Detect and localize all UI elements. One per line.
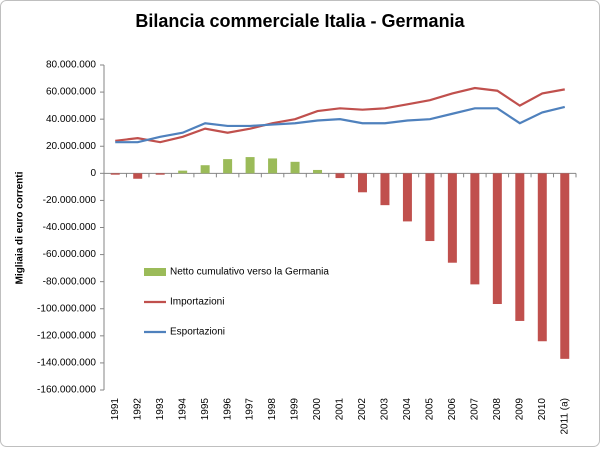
x-tick-label: 2001 (335, 398, 346, 421)
x-tick-label: 2008 (492, 398, 503, 421)
line (115, 105, 566, 144)
y-tick-label: -60.000.000 (43, 249, 97, 260)
x-tick-label: 1992 (132, 398, 143, 421)
bar (155, 173, 165, 175)
y-tick-label: -40.000.000 (43, 222, 97, 233)
x-tick-label: 2006 (447, 398, 458, 421)
bar (357, 173, 367, 193)
x-tick-label: 1991 (110, 398, 121, 421)
y-tick-label: -160.000.000 (37, 385, 96, 396)
legend-label: Esportazioni (170, 327, 225, 338)
bar (560, 173, 570, 359)
y-tick-label: 0 (90, 168, 96, 179)
bar (380, 173, 390, 206)
bar (425, 173, 435, 242)
x-tick-label: 1994 (177, 398, 188, 421)
x-tick-label: 1999 (290, 398, 301, 421)
y-tick-label: -140.000.000 (37, 358, 96, 369)
x-tick-label: 2002 (357, 398, 368, 421)
x-tick-label: 1997 (245, 398, 256, 421)
x-tick-label: 2003 (380, 398, 391, 421)
x-tick-label: 2000 (312, 398, 323, 421)
bar (268, 158, 278, 174)
bar (178, 170, 188, 174)
bar (313, 169, 323, 174)
legend-swatch (144, 268, 166, 276)
x-tick-label: 1996 (222, 398, 233, 421)
x-tick-label: 1993 (155, 398, 166, 421)
x-tick-label: 2009 (514, 398, 525, 421)
bar (133, 173, 143, 179)
y-tick-label: -80.000.000 (43, 276, 97, 287)
y-axis-label: Migliaia di euro correnti (15, 171, 26, 284)
x-tick-label: 1998 (267, 398, 278, 421)
bar (200, 165, 210, 174)
bar (223, 159, 233, 174)
bar (402, 173, 412, 222)
x-tick-label: 2005 (425, 398, 436, 421)
y-tick-label: 20.000.000 (46, 141, 96, 152)
bar (492, 173, 502, 305)
bar (245, 157, 255, 174)
bar (537, 173, 547, 342)
x-tick-label: 2010 (537, 398, 548, 421)
bar (290, 161, 300, 174)
x-tick-label: 2011 (a) (559, 398, 570, 435)
x-tick-label: 1995 (200, 398, 211, 421)
line (115, 86, 565, 144)
x-tick-label: 2004 (402, 398, 413, 421)
y-tick-label: 60.000.000 (46, 87, 96, 98)
bar (110, 173, 120, 175)
y-tick-label: -120.000.000 (37, 330, 96, 341)
legend-label: Netto cumulativo verso la Germania (170, 267, 329, 278)
chart-title: Bilancia commerciale Italia - Germania (135, 11, 465, 31)
bar (335, 173, 345, 179)
y-tick-label: 40.000.000 (46, 114, 96, 125)
y-tick-label: -100.000.000 (37, 303, 96, 314)
bar (447, 173, 457, 263)
legend-label: Importazioni (170, 297, 224, 308)
bar (470, 173, 480, 285)
y-tick-label: -20.000.000 (43, 195, 97, 206)
x-tick-label: 2007 (469, 398, 480, 421)
bar (515, 173, 525, 321)
y-tick-label: 80.000.000 (46, 60, 96, 71)
